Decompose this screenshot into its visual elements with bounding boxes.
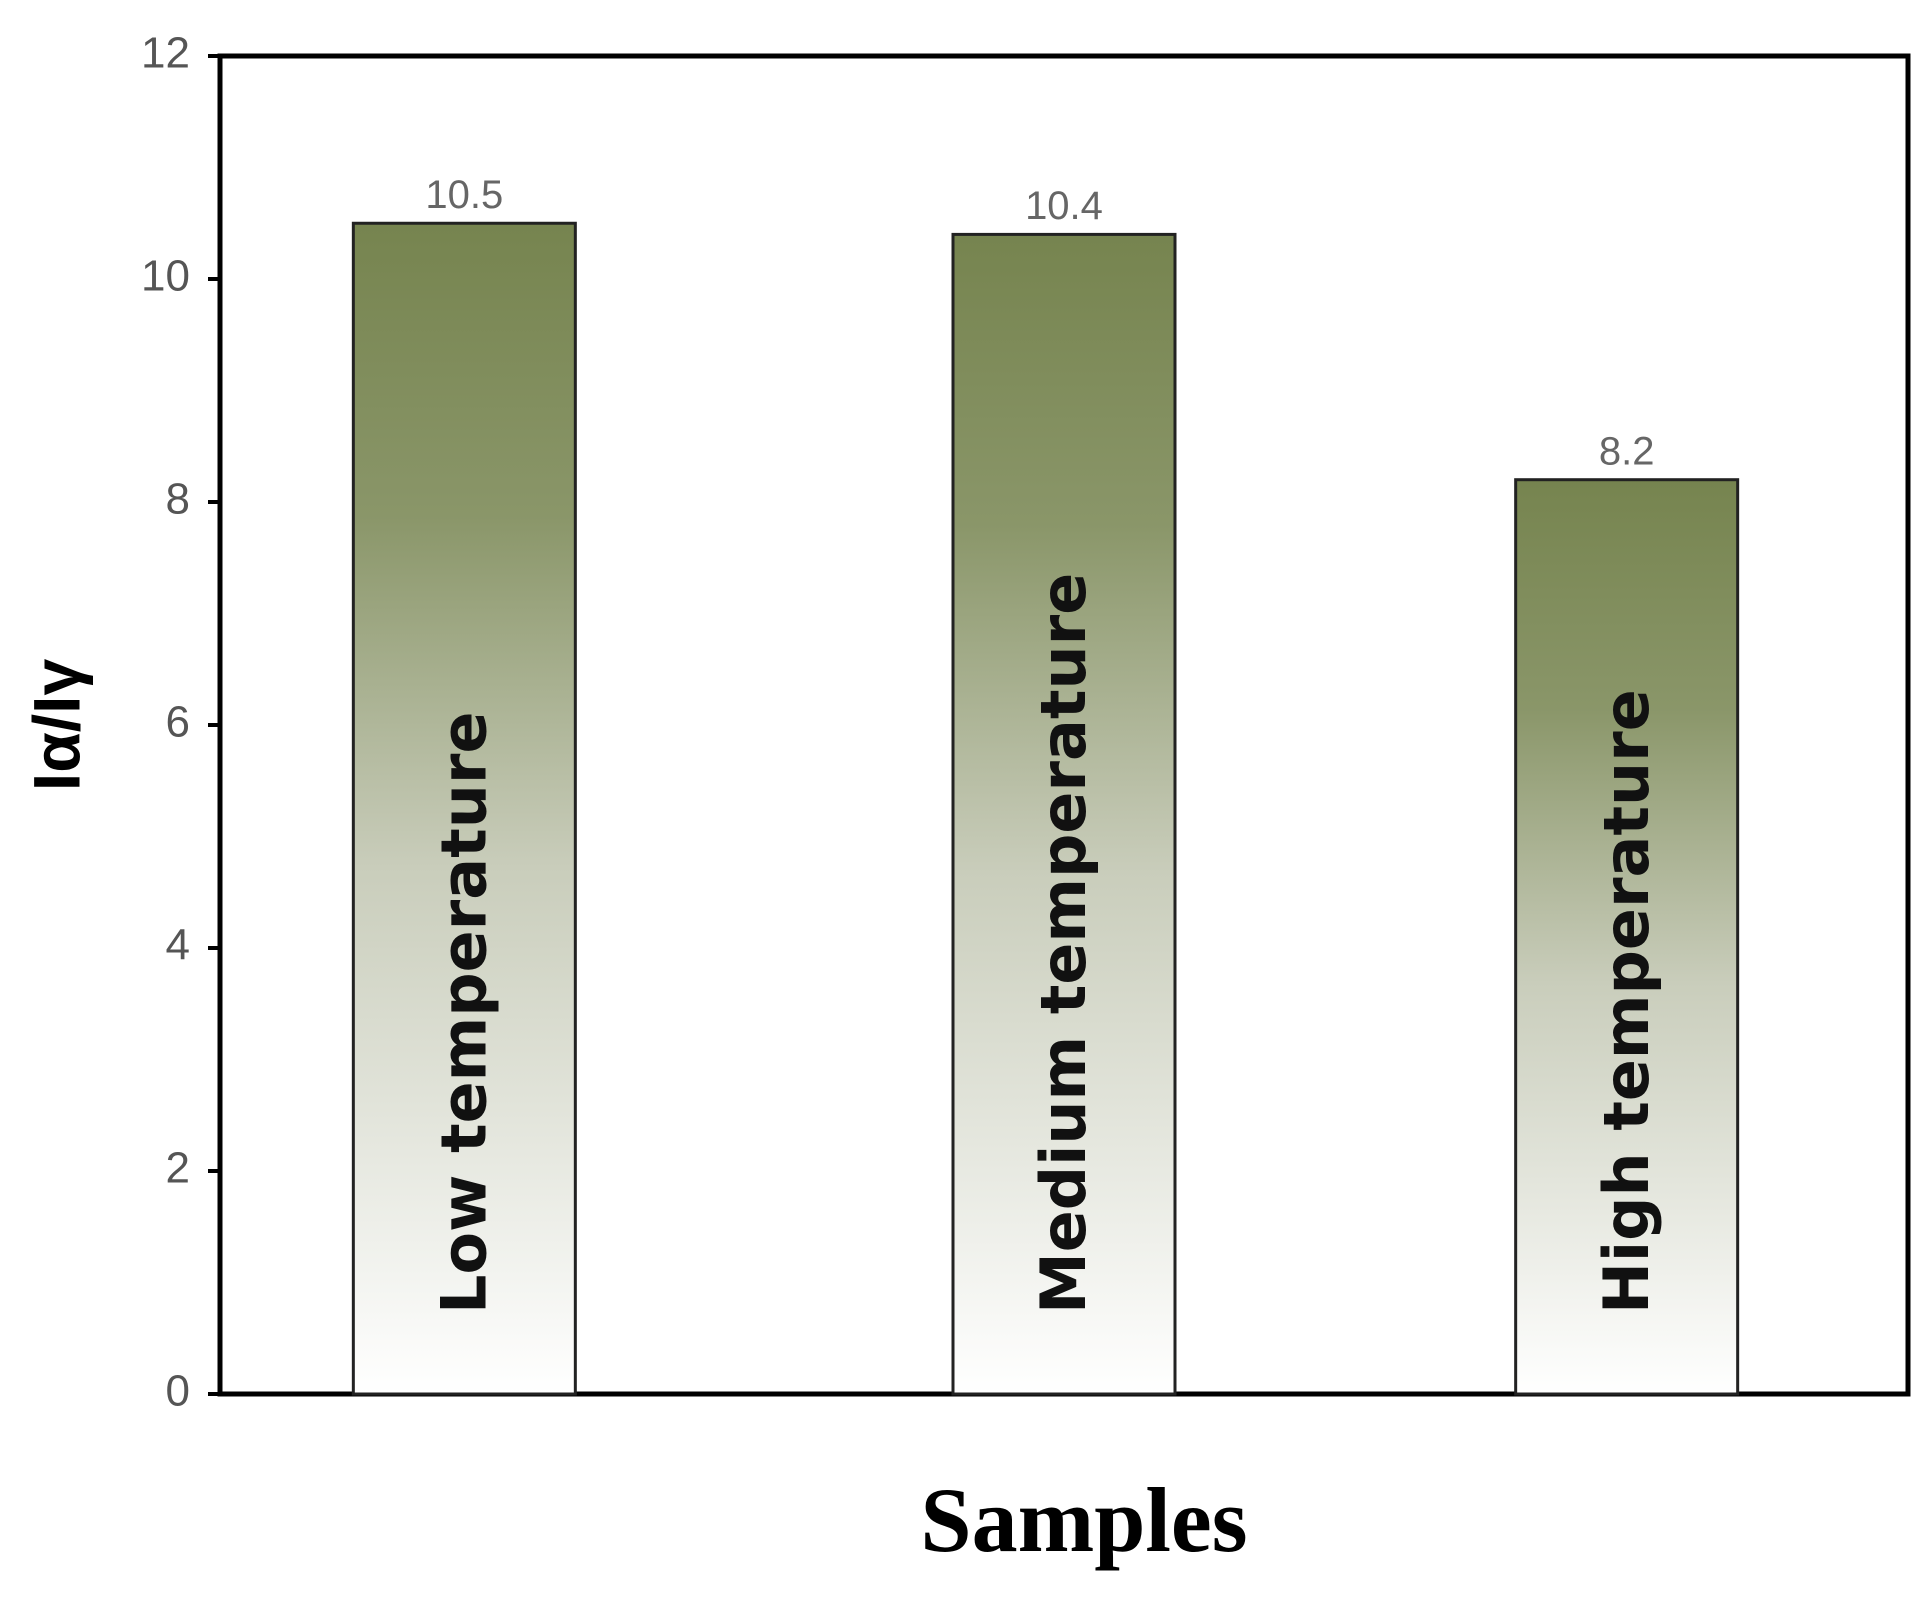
category-label: Low temperature xyxy=(427,711,500,1314)
y-tick-label: 2 xyxy=(166,1144,190,1193)
y-tick-label: 10 xyxy=(141,252,190,301)
bar xyxy=(951,232,1177,1396)
category-label: Medium temperature xyxy=(1027,573,1100,1314)
y-tick-label: 6 xyxy=(166,698,190,747)
value-label: 8.2 xyxy=(1599,429,1655,473)
y-tick-label: 8 xyxy=(166,475,190,524)
y-tick-label: 12 xyxy=(141,29,190,78)
x-axis-title: Samples xyxy=(920,1469,1247,1571)
category-label: High temperature xyxy=(1590,689,1663,1314)
y-axis-title: Iα/Iγ xyxy=(19,659,93,792)
bar xyxy=(351,221,577,1396)
value-label: 10.4 xyxy=(1025,184,1103,228)
y-tick-label: 4 xyxy=(166,921,190,970)
y-tick-label: 0 xyxy=(166,1367,190,1416)
value-label: 10.5 xyxy=(425,173,503,217)
bar xyxy=(1514,478,1740,1396)
